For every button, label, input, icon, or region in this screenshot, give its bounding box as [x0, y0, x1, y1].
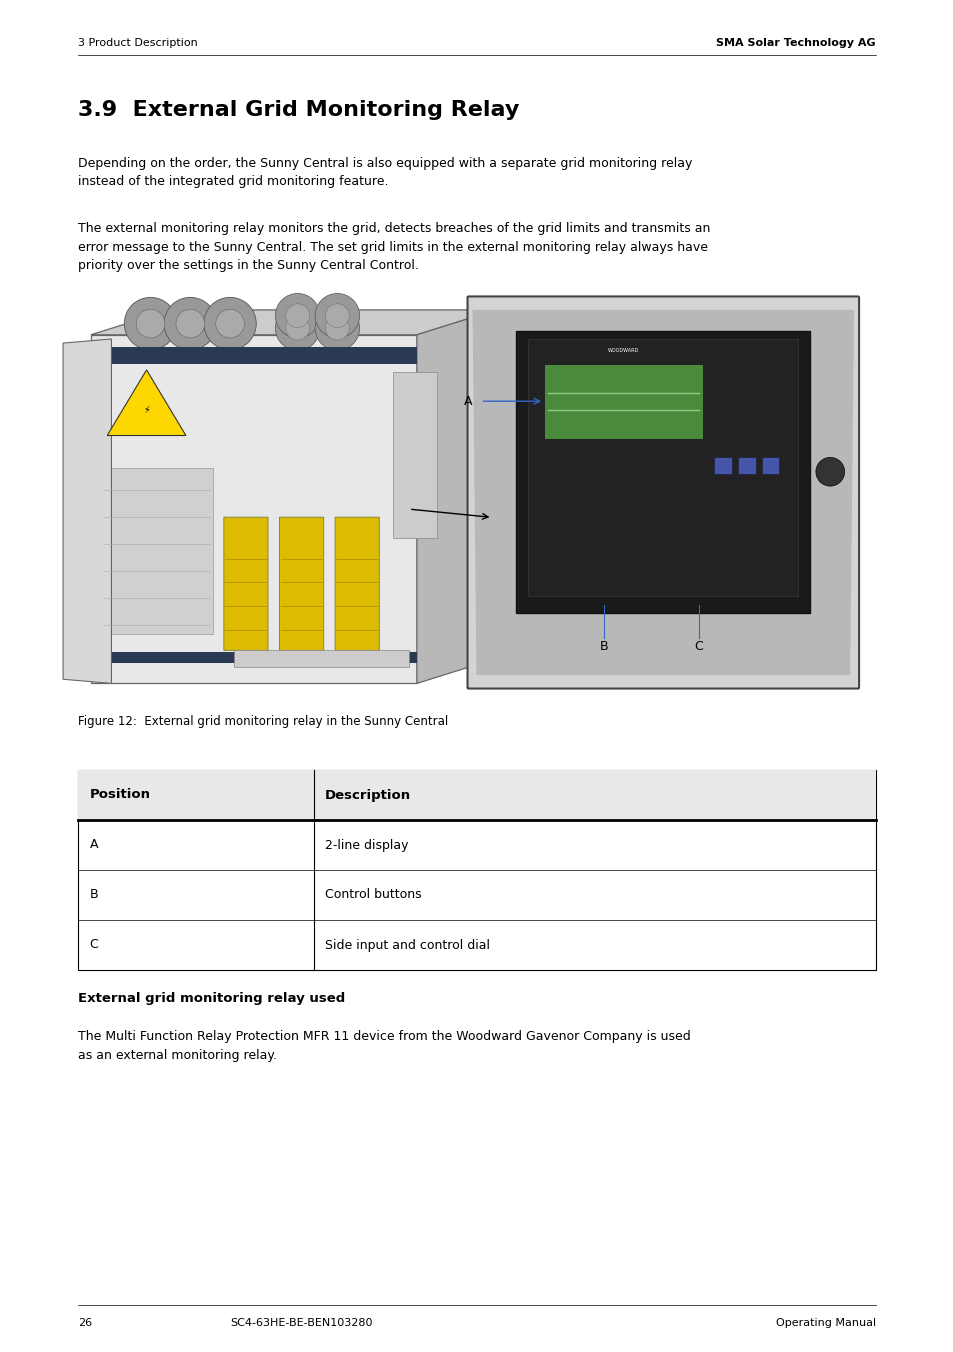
FancyBboxPatch shape [335, 518, 379, 650]
Circle shape [215, 310, 244, 338]
Text: Figure 12:  External grid monitoring relay in the Sunny Central: Figure 12: External grid monitoring rela… [78, 715, 448, 727]
Circle shape [325, 304, 349, 327]
Text: Depending on the order, the Sunny Central is also equipped with a separate grid : Depending on the order, the Sunny Centra… [78, 157, 692, 188]
Text: The Multi Function Relay Protection MFR 11 device from the Woodward Gavenor Comp: The Multi Function Relay Protection MFR … [78, 1030, 690, 1061]
Text: B: B [599, 639, 608, 653]
Bar [91, 347, 416, 364]
Circle shape [314, 306, 359, 350]
Bar [91, 652, 416, 662]
Circle shape [815, 457, 843, 487]
Bar [543, 364, 702, 438]
Text: SC4-63HE-BE-BEN103280: SC4-63HE-BE-BEN103280 [230, 1318, 372, 1328]
Polygon shape [91, 310, 496, 335]
Bar [761, 457, 779, 473]
Bar [393, 372, 436, 538]
Text: External grid monitoring relay used: External grid monitoring relay used [78, 992, 345, 1005]
Text: B: B [90, 888, 98, 902]
Circle shape [314, 293, 359, 338]
Bar [738, 457, 755, 473]
Polygon shape [63, 339, 112, 683]
Bar [233, 650, 409, 667]
Text: The external monitoring relay monitors the grid, detects breaches of the grid li: The external monitoring relay monitors t… [78, 222, 710, 272]
Circle shape [136, 310, 165, 338]
Text: Control buttons: Control buttons [325, 888, 421, 902]
Bar [714, 457, 731, 473]
Text: Position: Position [90, 788, 151, 802]
Text: Operating Manual: Operating Manual [775, 1318, 875, 1328]
Bar [78, 771, 875, 821]
Text: 3.9  External Grid Monitoring Relay: 3.9 External Grid Monitoring Relay [78, 100, 519, 120]
Circle shape [275, 306, 319, 350]
Text: 3 Product Description: 3 Product Description [78, 38, 198, 49]
Text: SMA Solar Technology AG: SMA Solar Technology AG [716, 38, 875, 49]
Text: Description: Description [325, 788, 411, 802]
Text: 26: 26 [78, 1318, 92, 1328]
FancyBboxPatch shape [467, 296, 858, 688]
Text: A: A [463, 395, 472, 408]
Circle shape [275, 293, 319, 338]
Bar [78, 771, 875, 969]
Circle shape [175, 310, 204, 338]
Text: C: C [90, 938, 98, 952]
Bar [99, 468, 213, 634]
Polygon shape [416, 310, 496, 683]
Text: ⚡: ⚡ [143, 404, 150, 414]
FancyBboxPatch shape [279, 518, 323, 650]
Circle shape [124, 297, 176, 350]
Text: 2-line display: 2-line display [325, 838, 408, 852]
Circle shape [325, 316, 349, 341]
Circle shape [164, 297, 216, 350]
Polygon shape [107, 370, 186, 435]
Polygon shape [472, 310, 853, 675]
Circle shape [285, 316, 309, 341]
Text: C: C [694, 639, 702, 653]
Circle shape [285, 304, 309, 327]
Text: Side input and control dial: Side input and control dial [325, 938, 490, 952]
FancyBboxPatch shape [224, 518, 268, 650]
Text: A: A [90, 838, 98, 852]
Bar [528, 339, 798, 596]
Circle shape [204, 297, 256, 350]
Bar [91, 335, 416, 683]
Text: WOODWARD: WOODWARD [607, 349, 639, 353]
Bar [516, 331, 809, 612]
